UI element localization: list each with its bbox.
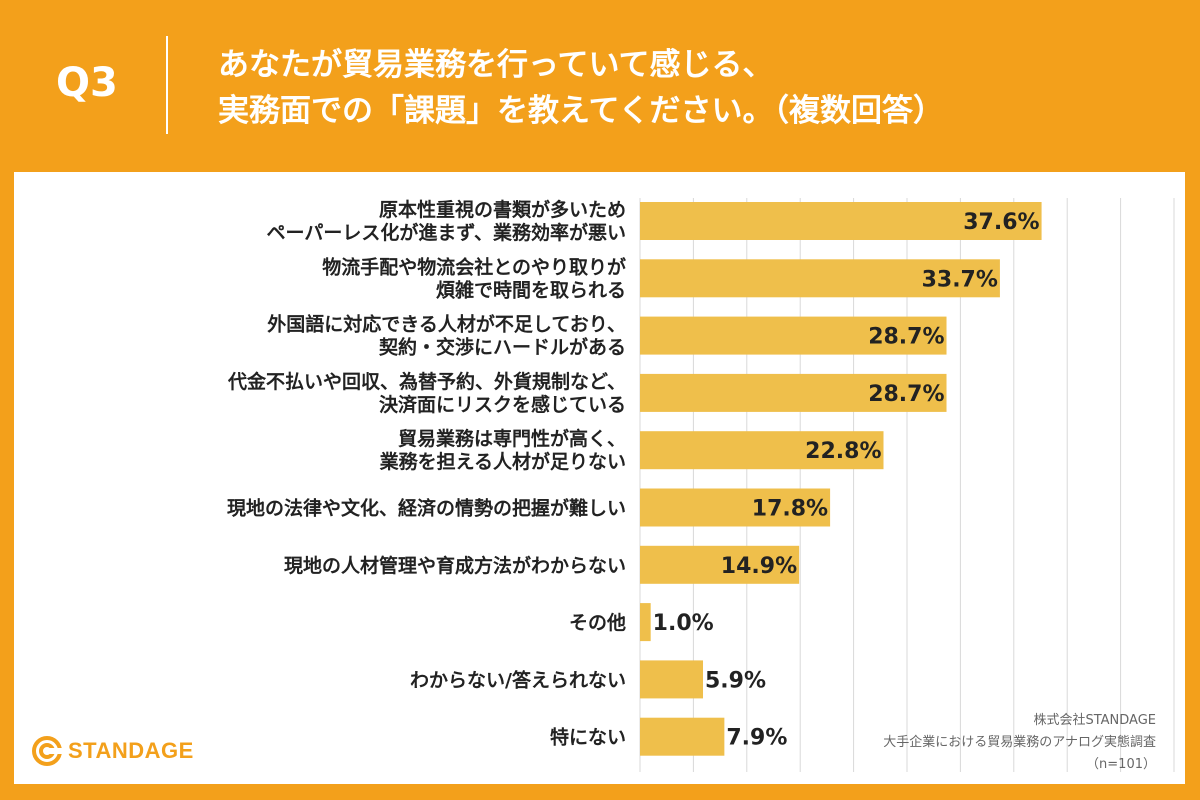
category-label: 代金不払いや回収、為替予約、外貨規制など、 bbox=[227, 370, 626, 393]
category-label: ペーパーレス化が進まず、業務効率が悪い bbox=[267, 221, 626, 244]
value-label: 28.7% bbox=[868, 382, 944, 407]
category-label: 特にない bbox=[550, 727, 626, 749]
value-label: 17.8% bbox=[752, 497, 828, 522]
category-label: 貿易業務は専門性が高く、 bbox=[398, 427, 626, 450]
source-note: 株式会社STANDAGE 大手企業における貿易業務のアナログ実態調査 （n=10… bbox=[883, 710, 1156, 776]
question-number: Q3 bbox=[56, 60, 118, 106]
category-label: 煩雑で時間を取られる bbox=[436, 278, 626, 301]
value-label: 28.7% bbox=[868, 325, 944, 350]
logo-mark-icon bbox=[32, 736, 62, 766]
category-label: 業務を担える人材が足りない bbox=[379, 450, 626, 473]
category-label: 契約・交渉にハードルがある bbox=[378, 336, 626, 359]
bar bbox=[640, 373, 947, 412]
category-label: その他 bbox=[569, 611, 626, 634]
logo-text: STANDAGE bbox=[68, 738, 194, 763]
header-divider bbox=[166, 36, 168, 134]
value-label: 5.9% bbox=[705, 668, 766, 693]
bar bbox=[640, 431, 884, 470]
value-label: 1.0% bbox=[653, 611, 714, 636]
bar bbox=[640, 259, 1000, 298]
question-line-2: 実務面での「課題」を教えてください。（複数回答） bbox=[218, 93, 945, 129]
value-label: 22.8% bbox=[805, 439, 881, 464]
category-label: 決済面にリスクを感じている bbox=[379, 393, 626, 416]
bar bbox=[640, 660, 704, 699]
question-text: あなたが貿易業務を行っていて感じる、 実務面での「課題」を教えてください。（複数… bbox=[218, 42, 944, 134]
value-label: 14.9% bbox=[721, 554, 797, 579]
value-label: 7.9% bbox=[726, 726, 787, 751]
sample-size: （n=101） bbox=[1086, 757, 1156, 772]
source-title: 大手企業における貿易業務のアナログ実態調査 bbox=[883, 735, 1156, 750]
category-label: 物流手配や物流会社とのやり取りが bbox=[322, 255, 626, 278]
value-label: 37.6% bbox=[963, 210, 1039, 235]
value-label: 33.7% bbox=[922, 267, 998, 292]
category-label: 現地の人材管理や育成方法がわからない bbox=[284, 554, 626, 577]
bar bbox=[640, 603, 651, 642]
bar bbox=[640, 717, 725, 756]
category-label: わからない/答えられない bbox=[410, 668, 626, 691]
bar bbox=[640, 316, 947, 355]
category-label: 現地の法律や文化、経済の情勢の把握が難しい bbox=[227, 497, 626, 520]
bar bbox=[640, 545, 800, 584]
category-label: 原本性重視の書類が多いため bbox=[379, 198, 626, 221]
bar bbox=[640, 488, 831, 527]
bar bbox=[640, 202, 1042, 240]
source-company: 株式会社STANDAGE bbox=[1033, 713, 1156, 728]
category-label: 外国語に対応できる人材が不足しており、 bbox=[267, 313, 626, 336]
standage-logo: STANDAGE bbox=[32, 736, 194, 766]
chart-panel: 37.6% 原本性重視の書類が多いため ペーパーレス化が進まず、業務効率が悪い 33.… bbox=[14, 172, 1185, 784]
question-line-1: あなたが貿易業務を行っていて感じる、 bbox=[218, 47, 774, 83]
header: Q3 あなたが貿易業務を行っていて感じる、 実務面での「課題」を教えてください。… bbox=[0, 0, 1200, 168]
